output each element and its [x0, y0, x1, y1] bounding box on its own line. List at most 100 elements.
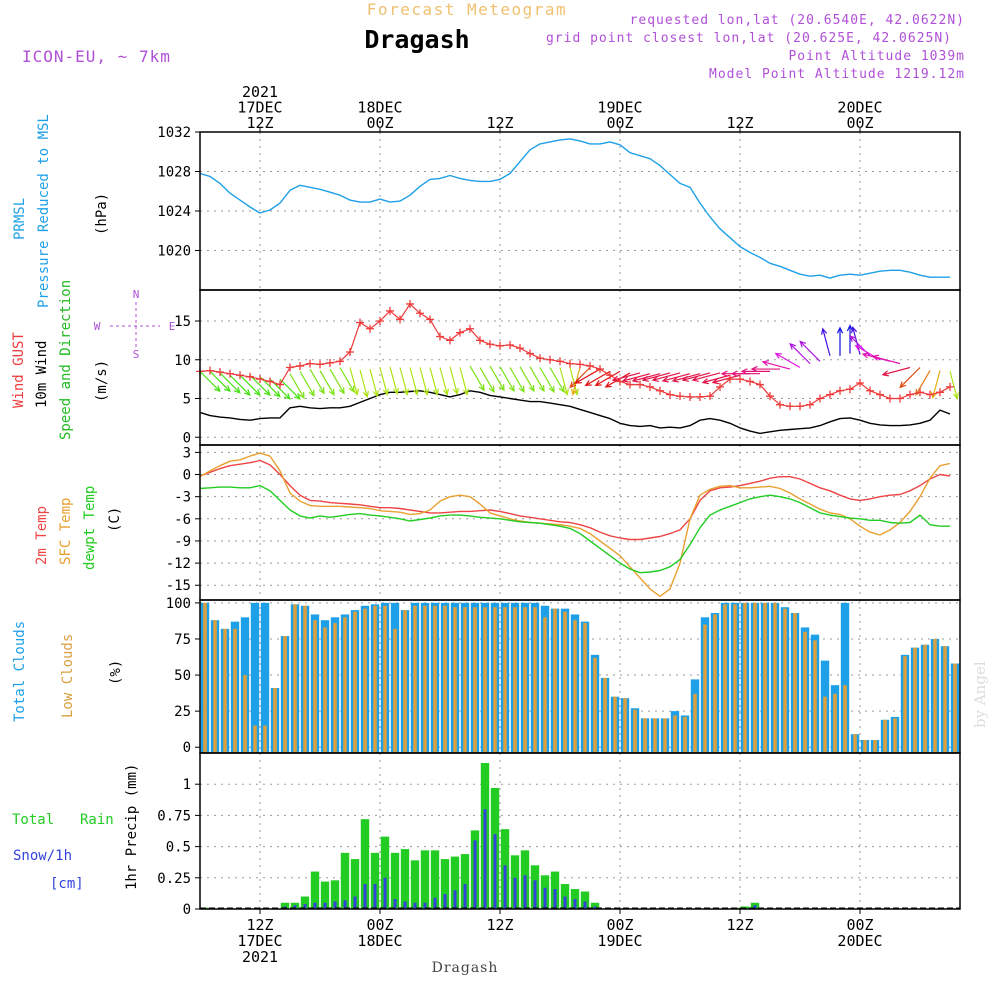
gust-marker — [626, 380, 634, 389]
low-cloud-bar — [333, 623, 337, 753]
wind-arrow — [915, 370, 931, 396]
snow-bar — [573, 899, 577, 909]
y-tick-label: 25 — [174, 704, 191, 720]
gust-marker — [666, 390, 674, 399]
low-cloud-bar — [543, 617, 547, 753]
wind-arrow-head — [273, 390, 281, 398]
y-tick-label: 0.75 — [157, 808, 191, 824]
wind-arrow-head — [899, 381, 907, 389]
gust-label: Wind GUST — [11, 332, 27, 408]
low-cloud-bar — [863, 740, 867, 753]
y-tick-label: -12 — [166, 556, 191, 572]
compass-s: S — [133, 348, 140, 361]
snow-bar — [353, 896, 357, 909]
wind-arrow — [369, 368, 378, 397]
temp-unit-label: (C) — [107, 507, 123, 532]
low-cloud-bar — [603, 677, 607, 753]
rain-bar — [320, 881, 330, 909]
gust-marker — [476, 336, 484, 345]
wind-arrow — [872, 355, 901, 365]
gust-marker — [746, 377, 754, 386]
wind-arrow-head — [849, 335, 857, 342]
low-cloud-bar — [623, 698, 627, 753]
gust-marker — [566, 359, 574, 368]
y-tick-label: 50 — [174, 668, 191, 684]
gust-marker — [596, 365, 604, 374]
gust-marker — [526, 349, 534, 358]
x-tick-label-top: 12Z — [726, 114, 753, 132]
wind-arrow-head — [283, 393, 291, 400]
snow-bar — [323, 902, 327, 909]
wind-arrow-head — [569, 381, 577, 389]
wind-arrow — [229, 374, 251, 396]
low-cloud-bar — [293, 604, 297, 753]
gust-marker — [886, 394, 894, 403]
gust-marker — [656, 386, 664, 395]
low-cloud-bar — [933, 638, 937, 753]
wind-arrow-head — [308, 389, 315, 397]
gust-marker — [376, 317, 384, 325]
rain-bar — [360, 819, 370, 909]
snow-bar — [753, 905, 757, 909]
low-cloud-bar — [653, 718, 657, 753]
y-tick-label: 3 — [183, 445, 191, 461]
x-tick-label-top: 20DEC — [837, 99, 882, 117]
wind-arrow-head — [293, 393, 301, 400]
gust-marker — [466, 324, 474, 333]
precip-unit-label: 1hr Precip (mm) — [124, 764, 140, 890]
low-cloud-bar — [913, 647, 917, 753]
grid-point-label: grid point closest lon,lat (20.625E, 42.… — [546, 31, 952, 46]
gust-marker — [916, 388, 924, 397]
gust-marker — [346, 348, 354, 356]
wind-arrow — [899, 367, 921, 388]
wind-arrow — [575, 368, 601, 384]
snow-bar — [423, 902, 427, 909]
low-cloud-bar — [723, 604, 727, 753]
rain-bar — [460, 854, 470, 909]
gust-marker — [276, 380, 284, 389]
rain-bar — [280, 902, 290, 909]
gust-marker — [606, 371, 614, 380]
low-cloud-bar — [953, 663, 957, 753]
snow-bar — [483, 809, 487, 909]
low-cloud-bar — [513, 607, 517, 753]
wind-arrow-head — [761, 360, 769, 367]
rain-bar — [370, 852, 380, 909]
low-cloud-bar — [203, 602, 207, 753]
wind-arrow-head — [263, 389, 271, 397]
total-cloud-bar — [260, 602, 270, 753]
gust-marker — [326, 358, 334, 367]
low-cloud-bar — [483, 607, 487, 753]
wind-arrow — [279, 378, 301, 400]
gust-marker — [636, 380, 644, 389]
wind-arrow-head — [362, 390, 369, 399]
direction-label: Speed and Direction — [58, 280, 74, 440]
gust-marker — [356, 318, 364, 327]
gust-marker — [436, 332, 444, 341]
panel-frame — [199, 752, 961, 910]
compass-rose: N S W E — [94, 288, 176, 361]
gust-marker — [836, 386, 844, 395]
gust-marker — [876, 390, 884, 399]
wind-arrow-head — [671, 376, 679, 383]
wind-arrow — [409, 367, 418, 395]
gust-marker — [696, 392, 704, 401]
total-clouds-label: Total Clouds — [12, 621, 28, 722]
gust-marker — [206, 366, 214, 375]
wind-arrow-head — [233, 386, 241, 394]
x-tick-label-bottom: 12Z — [726, 916, 753, 934]
gust-marker — [366, 324, 374, 333]
gust-marker — [406, 299, 414, 308]
low-cloud-bar — [633, 709, 637, 753]
y-tick-label: 10 — [174, 353, 191, 369]
wind-arrow — [559, 367, 568, 395]
snow-bar — [503, 865, 507, 909]
low-cloud-bar — [853, 734, 857, 753]
y-tick-label: 0.25 — [157, 871, 191, 887]
x-tick-label-bottom: 00Z — [846, 916, 873, 934]
snow-bar — [403, 901, 407, 909]
gust-marker — [806, 400, 814, 409]
wind-arrow-head — [701, 378, 709, 385]
wind-arrow — [289, 373, 305, 399]
low-cloud-bar — [613, 696, 617, 753]
